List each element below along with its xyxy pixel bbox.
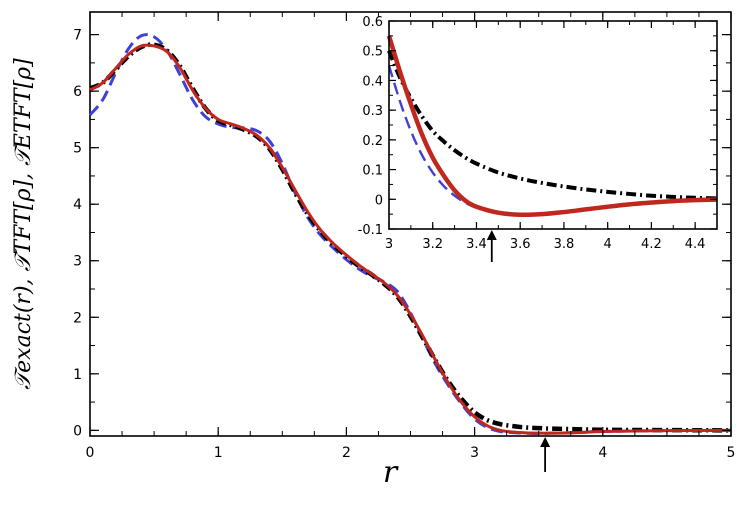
main-x-tick-label: 3 xyxy=(470,445,479,461)
inset-y-tick-label: 0.3 xyxy=(362,104,383,119)
inset-y-tick-label: -0.1 xyxy=(358,223,383,238)
inset-x-tick-label: 4.4 xyxy=(685,237,706,252)
y-axis-label: 𝒯exact(r), 𝒯TFT[ρ], 𝒯ETFT[ρ] xyxy=(11,58,36,390)
inset-plot: 3 3.2 3.4 3.6 3.8 4 4.2 4.4 -0.1 0 0.1 0.2 0.3 0.4 0.5… xyxy=(358,15,718,252)
inset-x-tick-label: 3 xyxy=(385,237,393,252)
inset-y-tick-label: 0.5 xyxy=(362,45,383,60)
inset-series-solid-line xyxy=(386,35,718,218)
main-x-tick-label: 4 xyxy=(598,445,607,461)
main-y-tick-label: 4 xyxy=(73,197,82,213)
main-x-tick-label: 0 xyxy=(86,445,95,461)
main-series-group xyxy=(88,33,732,435)
inset-y-tick-label: 0.2 xyxy=(362,134,383,149)
inset-arrow-marker xyxy=(486,230,497,262)
inset-x-tick-label: 4.2 xyxy=(641,237,662,252)
arrow-markers xyxy=(486,230,551,472)
main-plot: 0 1 2 3 4 5 0 1 2 3 4 5 6 7 r 𝒯exact(r), 𝒯TFT[ρ], 𝒯ET… xyxy=(11,11,735,490)
inset-series-dash-dot-line xyxy=(387,49,718,201)
inset-series-group xyxy=(386,35,718,218)
main-axes: 0 1 2 3 4 5 0 1 2 3 4 5 6 7 xyxy=(73,12,735,461)
inset-x-tick-label: 3.8 xyxy=(554,237,575,252)
main-arrow-marker xyxy=(540,437,551,472)
inset-y-tick-label: 0.1 xyxy=(362,164,383,179)
inset-y-tick-label: 0.4 xyxy=(362,74,383,89)
inset-x-tick-label: 4 xyxy=(604,237,612,252)
inset-axes: 3 3.2 3.4 3.6 3.8 4 4.2 4.4 -0.1 0 0.1 0.2 0.3 0.4 0.5… xyxy=(358,15,718,252)
main-y-tick-label: 2 xyxy=(73,310,82,326)
main-y-tick-label: 0 xyxy=(73,423,82,439)
main-y-tick-label: 3 xyxy=(73,254,82,270)
inset-x-tick-label: 3.2 xyxy=(422,237,443,252)
inset-background xyxy=(389,21,717,229)
main-x-tick-label: 1 xyxy=(214,445,223,461)
inset-x-tick-label: 3.6 xyxy=(510,237,531,252)
main-series-solid-line xyxy=(89,43,732,435)
main-y-tick-label: 7 xyxy=(73,28,82,44)
inset-x-tick-label: 3.4 xyxy=(466,237,487,252)
main-x-tick-label: 5 xyxy=(727,445,736,461)
main-x-tick-label: 2 xyxy=(342,445,351,461)
inset-y-tick-label: 0.6 xyxy=(362,15,383,30)
main-y-tick-label: 1 xyxy=(73,367,82,383)
inset-y-tick-label: 0 xyxy=(375,193,383,208)
main-y-tick-label: 5 xyxy=(73,141,82,157)
x-axis-label: r xyxy=(383,455,399,490)
main-y-tick-label: 6 xyxy=(73,84,82,100)
